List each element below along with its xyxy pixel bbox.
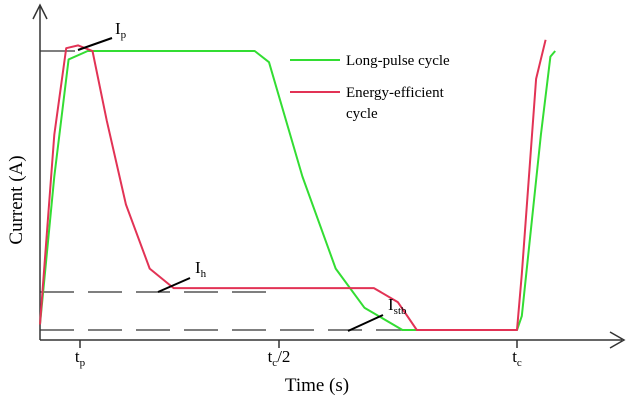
tick-label-half-sub: c bbox=[272, 357, 277, 369]
leader-istb bbox=[347, 314, 384, 332]
tick-label-tp-base: t bbox=[75, 347, 80, 366]
level-label-ip-sub: p bbox=[121, 29, 127, 41]
legend: Long-pulse cycle Energy-efficient cycle bbox=[290, 53, 450, 122]
level-label-istb-base: I bbox=[388, 295, 394, 314]
legend-label-1: Long-pulse cycle bbox=[346, 53, 450, 69]
series-line-1 bbox=[39, 50, 556, 331]
tick-label-tc-base: t bbox=[512, 347, 517, 366]
level-label-istb-sub: stb bbox=[394, 305, 407, 317]
legend-label-2-cont: cycle bbox=[346, 106, 378, 122]
axes bbox=[32, 3, 626, 349]
arrow-up-icon bbox=[32, 3, 48, 20]
leader-ip bbox=[77, 37, 113, 51]
legend-label-2: Energy-efficient bbox=[346, 85, 445, 101]
tick-label-tp: tp bbox=[75, 347, 86, 369]
tick-label-half: tc/2 bbox=[268, 347, 291, 369]
y-axis-title: Current (A) bbox=[6, 155, 27, 244]
tick-label-tc: tc bbox=[512, 347, 522, 369]
level-label-istb: Istb bbox=[388, 295, 407, 317]
level-label-ip: Ip bbox=[115, 19, 127, 41]
tick-label-tc-sub: c bbox=[517, 357, 522, 369]
series-lines bbox=[39, 39, 556, 331]
level-label-ip-base: I bbox=[115, 19, 121, 38]
leader-ih bbox=[157, 277, 191, 293]
series-line-2 bbox=[39, 39, 547, 331]
level-label-ih-sub: h bbox=[201, 268, 207, 280]
arrow-right-icon bbox=[609, 331, 626, 349]
level-label-ih: Ih bbox=[195, 258, 207, 280]
tick-label-tp-sub: p bbox=[80, 357, 86, 369]
tick-label-half-base: t bbox=[268, 347, 273, 366]
x-axis-title: Time (s) bbox=[285, 375, 349, 396]
level-label-ih-base: I bbox=[195, 258, 201, 277]
tick-label-half-suffix: /2 bbox=[277, 347, 290, 366]
